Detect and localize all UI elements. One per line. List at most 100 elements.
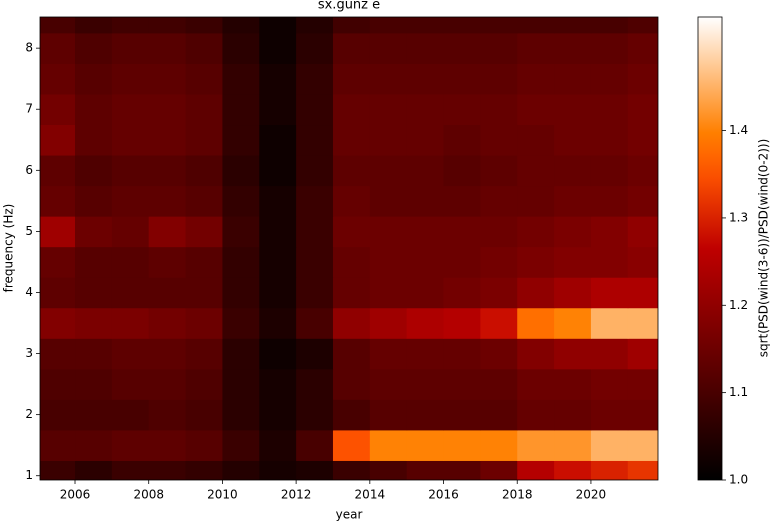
heatmap-cell (75, 93, 113, 126)
heatmap-cell (148, 277, 187, 309)
heatmap-cell (480, 246, 518, 278)
chart-title: sx.gunz e (318, 0, 380, 13)
heatmap-cell (443, 124, 481, 156)
heatmap-cell (443, 429, 481, 461)
heatmap-cell (296, 338, 334, 370)
heatmap-cell (75, 216, 113, 248)
heatmap-cell (185, 338, 223, 370)
heatmap-cell (75, 277, 113, 309)
x-tick-label: 2016 (428, 488, 459, 502)
heatmap-cell (332, 277, 371, 309)
heatmap-cell (185, 185, 223, 217)
heatmap-cell (517, 155, 555, 187)
heatmap-cell (406, 216, 445, 248)
heatmap-cell (443, 63, 481, 95)
heatmap-cell (259, 307, 297, 339)
heatmap-cell (259, 155, 297, 187)
heatmap-cell (480, 93, 518, 126)
heatmap-cell (222, 368, 260, 400)
y-tick-label: 3 (25, 346, 33, 360)
heatmap-cell (554, 246, 592, 278)
heatmap-cell (222, 17, 260, 34)
heatmap-cell (627, 246, 658, 278)
heatmap-cell (40, 17, 76, 34)
heatmap-cell (590, 63, 629, 95)
heatmap-cell (517, 93, 555, 126)
heatmap-cell (40, 93, 76, 126)
heatmap-cell (185, 429, 223, 461)
heatmap-cell (332, 429, 371, 461)
heatmap-cell (111, 399, 150, 431)
heatmap-cell (554, 338, 592, 370)
heatmap-cell (296, 246, 334, 278)
colorbar-label: sqrt(PSD(wind(3-6))/PSD(wind(0-2))) (757, 139, 771, 358)
heatmap-cell (40, 277, 76, 309)
heatmap-cell (369, 246, 408, 278)
heatmap-cell (222, 185, 260, 217)
heatmap-cell (406, 185, 445, 217)
colorbar-tick-label: 1.4 (729, 123, 748, 137)
heatmap-cell (40, 63, 76, 95)
heatmap-cell (40, 216, 76, 248)
heatmap-cell (111, 63, 150, 95)
heatmap-cell (185, 124, 223, 156)
heatmap-cell (590, 338, 629, 370)
heatmap-cell (369, 277, 408, 309)
heatmap-cell (443, 246, 481, 278)
heatmap-cell (111, 460, 150, 480)
heatmap-cell (627, 17, 658, 34)
y-tick-label: 2 (25, 407, 33, 421)
heatmap-cell (40, 32, 76, 64)
heatmap-cell (148, 368, 187, 400)
heatmap-cell (406, 155, 445, 187)
heatmap-cell (554, 63, 592, 95)
heatmap-cell (480, 338, 518, 370)
colorbar-tick-label: 1.0 (729, 473, 748, 487)
heatmap-cell (40, 429, 76, 461)
heatmap-cell (111, 429, 150, 461)
x-tick-label: 2012 (281, 488, 312, 502)
heatmap-cell (111, 32, 150, 64)
heatmap-cell (296, 93, 334, 126)
heatmap-cell (590, 399, 629, 431)
heatmap-cell (554, 93, 592, 126)
heatmap-cell (480, 124, 518, 156)
heatmap-cell (406, 307, 445, 339)
heatmap-cell (627, 63, 658, 95)
heatmap-cell (406, 32, 445, 64)
heatmap-cell (443, 216, 481, 248)
heatmap-cell (517, 17, 555, 34)
heatmap-cell (332, 32, 371, 64)
heatmap-cell (185, 63, 223, 95)
heatmap-cell (554, 32, 592, 64)
heatmap-cell (480, 63, 518, 95)
heatmap-cell (517, 277, 555, 309)
y-tick-label: 7 (25, 102, 33, 116)
heatmap-cell (517, 185, 555, 217)
heatmap-cell (259, 32, 297, 64)
heatmap-cell (517, 368, 555, 400)
heatmap-cell (517, 307, 555, 339)
heatmap-cell (627, 185, 658, 217)
heatmap-cell (554, 155, 592, 187)
heatmap-cell (75, 124, 113, 156)
heatmap-cell (590, 246, 629, 278)
heatmap-cell (627, 124, 658, 156)
heatmap-cell (111, 17, 150, 34)
heatmap-cell (148, 63, 187, 95)
heatmap-cell (332, 216, 371, 248)
heatmap-cell (222, 32, 260, 64)
heatmap-cell (443, 307, 481, 339)
heatmap-cell (296, 460, 334, 480)
heatmap-cell (406, 246, 445, 278)
heatmap-cell (222, 155, 260, 187)
x-tick-label: 2014 (355, 488, 386, 502)
heatmap-cell (554, 124, 592, 156)
heatmap-cell (443, 460, 481, 480)
heatmap-cell (148, 307, 187, 339)
heatmap-cell (406, 93, 445, 126)
heatmap-cell (222, 399, 260, 431)
heatmap-cell (259, 246, 297, 278)
heatmap-cell (480, 399, 518, 431)
heatmap-cell (40, 399, 76, 431)
